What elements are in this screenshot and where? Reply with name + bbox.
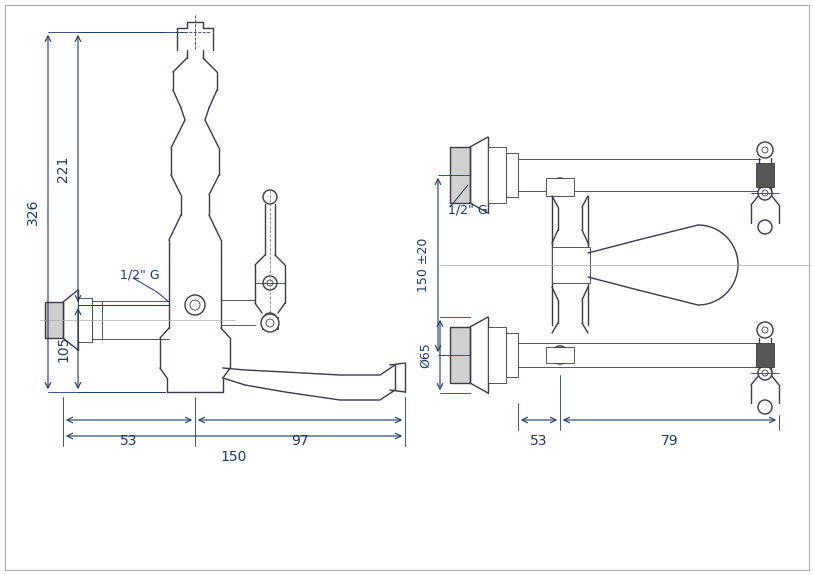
Text: 150 ±20: 150 ±20 [417, 238, 430, 292]
Text: 221: 221 [56, 155, 70, 182]
Bar [552, 247, 590, 283]
Circle shape [263, 190, 277, 204]
Bar [450, 147, 470, 203]
Text: 53: 53 [120, 434, 138, 448]
Bar [756, 343, 774, 367]
Circle shape [758, 400, 772, 414]
Bar [45, 302, 63, 338]
Circle shape [267, 280, 273, 286]
Circle shape [757, 142, 773, 158]
Text: 326: 326 [26, 199, 40, 225]
Text: 150: 150 [221, 450, 247, 464]
Text: 97: 97 [291, 434, 309, 448]
Circle shape [263, 276, 277, 290]
Text: Ø65: Ø65 [419, 342, 432, 368]
Circle shape [757, 322, 773, 338]
Circle shape [562, 257, 578, 273]
Bar [546, 178, 574, 196]
Circle shape [758, 186, 772, 200]
Circle shape [762, 147, 768, 153]
Circle shape [556, 251, 584, 279]
Circle shape [261, 314, 279, 332]
Circle shape [762, 327, 768, 333]
Circle shape [556, 351, 564, 359]
Circle shape [762, 190, 768, 196]
Bar [756, 163, 774, 187]
Circle shape [566, 261, 574, 269]
Circle shape [556, 183, 564, 191]
Text: 53: 53 [530, 434, 548, 448]
Circle shape [185, 295, 205, 315]
Circle shape [266, 319, 274, 327]
Bar [262, 317, 278, 329]
Bar [450, 327, 470, 383]
Circle shape [551, 178, 569, 196]
Text: 105: 105 [56, 335, 70, 362]
Bar [488, 327, 506, 383]
Bar [92, 301, 102, 339]
Text: 1/2" G: 1/2" G [120, 269, 160, 282]
Circle shape [551, 346, 569, 364]
Circle shape [190, 300, 200, 310]
Bar [506, 153, 518, 197]
Bar [78, 298, 92, 342]
Circle shape [263, 313, 277, 327]
Circle shape [762, 370, 768, 376]
Circle shape [758, 366, 772, 380]
Bar [488, 147, 506, 203]
Text: 1/2" G: 1/2" G [448, 204, 488, 217]
Bar [506, 333, 518, 377]
Circle shape [758, 220, 772, 234]
Text: 79: 79 [661, 434, 678, 448]
Bar [546, 347, 574, 363]
